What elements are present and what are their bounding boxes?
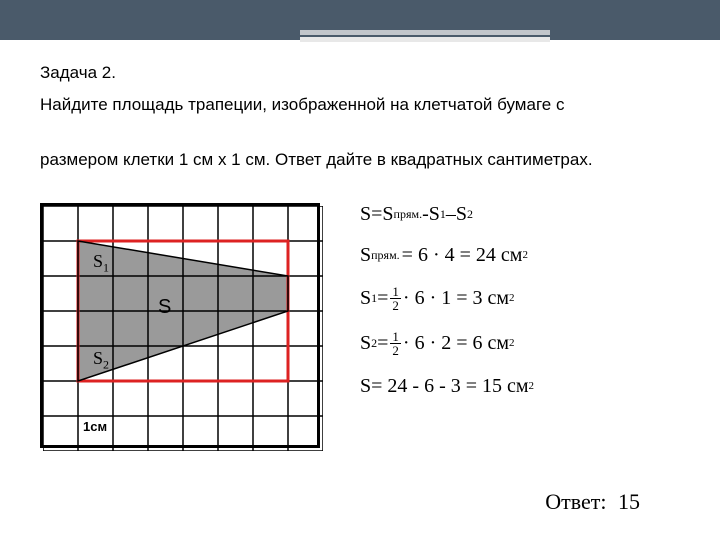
label-s1: S1	[93, 251, 109, 276]
formula-4: S2 = 12 · 6 · 2 = 6 см2	[360, 330, 534, 357]
top-bar	[0, 0, 720, 40]
task-title: Задача 2.	[40, 60, 680, 86]
content: Задача 2. Найдите площадь трапеции, изоб…	[0, 40, 720, 448]
label-s: S	[158, 296, 171, 319]
formula-3: S1 = 12 · 6 · 1 = 3 см2	[360, 285, 534, 312]
answer-label: Ответ:	[545, 489, 606, 514]
main-row: S1 S S2 1см S = Sпрям. - S1 – S 2 Sпрям.…	[40, 203, 680, 448]
formulas: S = Sпрям. - S1 – S 2 Sпрям. = 6 · 4 = 2…	[360, 203, 534, 448]
grid-svg	[43, 206, 323, 451]
answer: Ответ: 15	[545, 489, 640, 515]
formula-5: S = 24 - 6 - 3 = 15 см2	[360, 375, 534, 398]
formula-1: S = Sпрям. - S1 – S 2	[360, 203, 534, 226]
accent-line-2	[300, 37, 550, 42]
task-text-1: Найдите площадь трапеции, изображенной н…	[40, 92, 680, 118]
figure-grid: S1 S S2 1см	[40, 203, 320, 448]
formula-2: Sпрям. = 6 · 4 = 24 см2	[360, 244, 534, 267]
task-text-2: размером клетки 1 см х 1 см. Ответ дайте…	[40, 147, 680, 173]
answer-value: 15	[618, 489, 640, 514]
label-scale: 1см	[83, 419, 107, 434]
accent-line-1	[300, 30, 550, 35]
label-s2: S2	[93, 348, 109, 373]
